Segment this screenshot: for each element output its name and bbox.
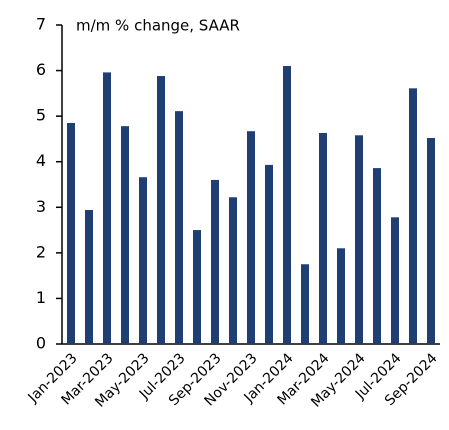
annotation: m/m % change, SAAR <box>76 17 240 35</box>
bar <box>157 76 165 344</box>
bar <box>247 131 255 344</box>
y-tick-label: 1 <box>36 288 46 307</box>
bar <box>85 210 93 344</box>
y-tick-label: 4 <box>36 151 46 170</box>
bar <box>175 111 183 344</box>
bar <box>319 133 327 344</box>
bar <box>265 164 273 344</box>
bar <box>409 88 417 344</box>
y-tick-label: 0 <box>36 334 46 353</box>
y-tick-label: 6 <box>36 60 46 79</box>
bar <box>283 66 291 344</box>
bar <box>121 126 129 344</box>
bar <box>427 138 435 344</box>
bar <box>211 179 219 344</box>
bar <box>391 217 399 344</box>
y-tick-label: 2 <box>36 242 46 261</box>
bar <box>103 72 111 344</box>
bar <box>355 135 363 344</box>
bar <box>301 264 309 344</box>
y-tick-label: 7 <box>36 15 46 34</box>
y-tick-label: 3 <box>36 197 46 216</box>
bar <box>193 230 201 344</box>
bar <box>67 122 75 344</box>
bar <box>139 177 147 344</box>
bar <box>373 168 381 344</box>
bar <box>229 197 237 344</box>
bar <box>337 248 345 344</box>
y-tick-label: 5 <box>36 106 46 125</box>
